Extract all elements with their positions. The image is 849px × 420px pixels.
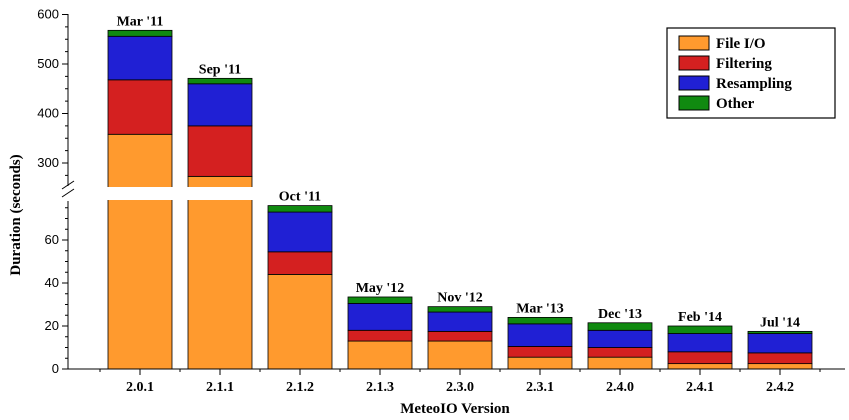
bar-segment-file-i-o (107, 133, 173, 370)
bar-segment-file-i-o (187, 175, 253, 370)
bar-segment-filtering (187, 125, 253, 177)
bar-segment-resampling (747, 333, 813, 354)
bar-segment-other (107, 29, 173, 37)
bar-segment-file-i-o (347, 340, 413, 370)
x-tick-label: 2.4.0 (606, 380, 634, 395)
bar-stack-2-3-1 (507, 316, 573, 370)
bar-date-label: May '12 (356, 281, 405, 296)
bar-segment-resampling (587, 329, 653, 348)
bar-segment-filtering (107, 79, 173, 135)
x-tick-label: 2.4.1 (686, 380, 714, 395)
y-tick-label: 300 (37, 155, 59, 170)
bar-segment-other (507, 316, 573, 325)
bar-segment-filtering (747, 352, 813, 365)
bar-segment-filtering (427, 330, 493, 342)
bar-segment-file-i-o (747, 363, 813, 370)
legend-swatch-resampling (678, 75, 710, 91)
axis-break-mark (61, 180, 75, 190)
bar-segment-other (427, 306, 493, 313)
y-tick-label: 400 (37, 106, 59, 121)
axis-break-mark (61, 188, 75, 198)
bar-date-label: Nov '12 (437, 291, 483, 306)
x-tick-label: 2.1.1 (206, 380, 234, 395)
legend-label: Resampling (716, 76, 792, 92)
y-tick-label: 0 (52, 361, 59, 376)
bar-date-label: Feb '14 (678, 310, 722, 325)
bar-stack-2-4-2 (747, 330, 813, 370)
x-tick-label: 2.1.3 (366, 380, 394, 395)
bar-segment-filtering (587, 347, 653, 358)
bar-segment-resampling (667, 333, 733, 353)
y-tick-label: 40 (45, 275, 59, 290)
legend-swatch-other (678, 95, 710, 111)
bar-date-label: Dec '13 (598, 307, 642, 322)
bar-segment-filtering (347, 329, 413, 342)
y-tick-label: 600 (37, 7, 59, 22)
bar-segment-filtering (507, 346, 573, 358)
bar-segment-other (267, 205, 333, 213)
axis-break-band (60, 187, 849, 200)
bar-segment-resampling (187, 83, 253, 127)
legend-swatch-filtering (678, 55, 710, 71)
bar-segment-file-i-o (667, 363, 733, 370)
bar-segment-file-i-o (427, 340, 493, 370)
y-tick-label: 20 (45, 318, 59, 333)
y-tick-label: 60 (45, 232, 59, 247)
x-tick-label: 2.3.0 (446, 380, 474, 395)
bar-stack-2-1-1 (187, 77, 253, 370)
bar-stack-2-3-0 (427, 306, 493, 370)
bar-stack-2-4-0 (587, 322, 653, 370)
bar-segment-filtering (667, 351, 733, 365)
legend-swatch-file-i-o (678, 35, 710, 51)
bars-layer (107, 29, 813, 370)
legend: File I/O Filtering Resampling Other (666, 27, 836, 119)
bar-labels-layer: Mar '11 Sep '11 Oct '11 May '12 Nov '12 Mar '… (117, 14, 800, 330)
bar-segment-file-i-o (587, 356, 653, 370)
bar-stack-2-1-3 (347, 296, 413, 370)
bar-segment-other (747, 330, 813, 334)
legend-label: Filtering (716, 56, 772, 72)
bar-segment-other (587, 322, 653, 331)
bar-stack-2-4-1 (667, 325, 733, 370)
bar-segment-other (187, 77, 253, 85)
x-axis-title: MeteoIO Version (400, 401, 510, 417)
x-tick-label: 2.3.1 (526, 380, 554, 395)
bar-date-label: Mar '13 (516, 301, 564, 316)
x-tick-label: 2.1.2 (286, 380, 314, 395)
x-tick-label: 2.0.1 (126, 380, 154, 395)
y-axis-title: Duration (seconds) (8, 154, 24, 275)
legend-label: File I/O (716, 36, 766, 52)
bar-segment-other (347, 296, 413, 304)
bar-segment-file-i-o (267, 273, 333, 370)
legend-label: Other (716, 96, 755, 112)
bar-segment-other (667, 325, 733, 334)
bar-date-label: Jul '14 (760, 315, 800, 330)
y-tick-label: 500 (37, 56, 59, 71)
bar-date-label: Oct '11 (279, 190, 321, 205)
bar-segment-resampling (107, 35, 173, 81)
bar-segment-resampling (427, 311, 493, 332)
axes-layer: 2.0.1 2.1.1 2.1.2 2.1.3 2.3.0 2.3.1 2.4.0 2.4.1… (37, 7, 849, 395)
bar-date-label: Mar '11 (117, 14, 164, 29)
bar-segment-resampling (267, 211, 333, 253)
bar-segment-file-i-o (507, 356, 573, 370)
bar-segment-resampling (347, 303, 413, 331)
bar-stack-2-1-2 (267, 205, 333, 370)
bar-stack-2-0-1 (107, 29, 173, 370)
bar-segment-resampling (507, 323, 573, 347)
bar-date-label: Sep '11 (199, 62, 241, 77)
bar-segment-filtering (267, 251, 333, 275)
x-tick-label: 2.4.2 (766, 380, 794, 395)
